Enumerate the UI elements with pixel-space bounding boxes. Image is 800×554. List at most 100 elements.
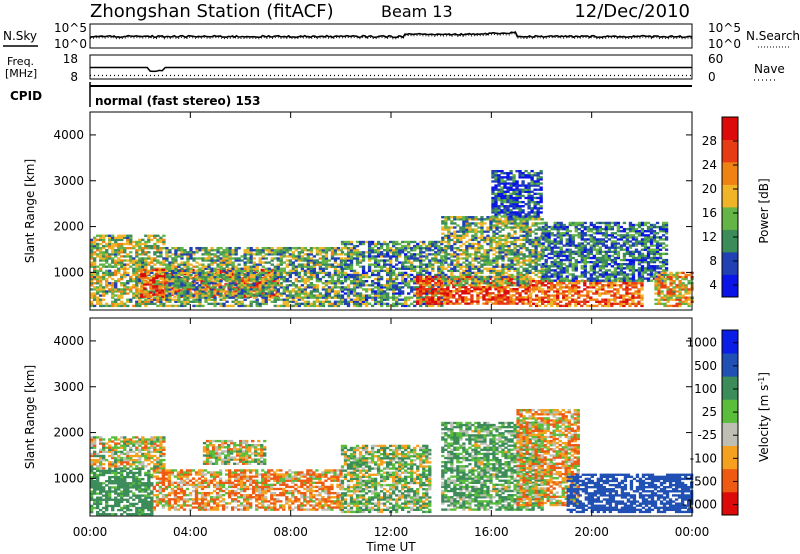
echo-cell [111, 282, 115, 285]
echo-cell [324, 251, 329, 254]
echo-cell [168, 277, 172, 281]
echo-cell [180, 277, 184, 281]
echo-cell [395, 259, 399, 262]
echo-cell [336, 300, 341, 303]
echo-cell [346, 286, 351, 289]
echo-cell [370, 279, 375, 283]
echo-cell [477, 226, 481, 229]
echo-cell [530, 215, 534, 218]
echo-cell [583, 282, 587, 285]
echo-cell [470, 290, 474, 293]
echo-cell [447, 218, 451, 221]
echo-cell [273, 269, 277, 273]
echo-cell [497, 192, 501, 196]
echo-cell [413, 244, 417, 248]
echo-cell [123, 286, 127, 289]
echo-cell [141, 261, 145, 264]
echo-cell [99, 246, 103, 250]
echo-cell [385, 282, 390, 285]
echo-cell [315, 284, 320, 287]
echo-cell [456, 269, 460, 273]
echo-cell [249, 304, 253, 308]
echo-cell [258, 275, 262, 279]
echo-cell [258, 304, 262, 308]
echo-cell [367, 275, 372, 279]
echo-cell [568, 288, 572, 291]
echo-cell [398, 282, 402, 285]
echo-cell [189, 263, 193, 266]
echo-cell [327, 302, 332, 306]
echo-cell [376, 249, 381, 252]
echo-cell [449, 279, 453, 283]
echo-cell [474, 236, 478, 240]
echo-cell [434, 283, 438, 287]
echo-cell [333, 246, 338, 250]
echo-cell [474, 282, 478, 285]
echo-cell [273, 275, 277, 279]
echo-cell [462, 275, 466, 279]
echo-cell [282, 292, 286, 295]
echo-cell [640, 294, 644, 297]
echo-cell [601, 292, 605, 295]
echo-cell [361, 242, 366, 246]
echo-cell [537, 226, 541, 229]
echo-cell [510, 275, 514, 279]
echo-cell [437, 292, 441, 295]
echo-cell [428, 304, 432, 308]
echo-cell [456, 236, 460, 240]
echo-cell [477, 242, 481, 246]
echo-cell [437, 290, 441, 293]
echo-cell [252, 277, 256, 281]
echo-cell [180, 253, 184, 256]
echo-cell [503, 298, 507, 301]
echo-cell [288, 275, 292, 279]
echo-cell [536, 202, 540, 206]
echo-cell [494, 188, 498, 191]
echo-cell [480, 253, 484, 256]
echo-cell [500, 205, 504, 208]
echo-cell [201, 265, 205, 268]
echo-cell [530, 196, 534, 200]
echo-cell [521, 205, 525, 208]
echo-cell [156, 279, 160, 283]
echo-cell [401, 298, 405, 301]
echo-cell [204, 292, 208, 295]
echo-cell [246, 286, 250, 289]
echo-cell [541, 252, 545, 256]
echo-cell [494, 302, 498, 305]
echo-cell [186, 275, 190, 279]
echo-cell [358, 261, 363, 264]
echo-cell [219, 288, 223, 291]
echo-cell [210, 246, 214, 250]
echo-cell [533, 207, 537, 210]
echo-cell [544, 254, 548, 258]
echo-cell [500, 194, 504, 198]
echo-cell [373, 269, 378, 273]
echo-cell [491, 186, 495, 189]
echo-cell [440, 294, 444, 297]
echo-cell [515, 190, 519, 193]
echo-cell [462, 251, 466, 254]
echo-cell [146, 283, 150, 286]
echo-cell [443, 292, 447, 295]
echo-cell [135, 296, 139, 299]
echo-cell [419, 273, 423, 277]
echo-cell [500, 302, 504, 305]
echo-cell [114, 302, 118, 306]
echo-cell [525, 238, 529, 242]
echo-cell [492, 265, 496, 268]
echo-cell [392, 290, 396, 293]
echo-cell [522, 228, 526, 231]
echo-cell [222, 302, 226, 306]
echo-cell [550, 256, 554, 260]
echo-cell [416, 292, 420, 295]
echo-cell [186, 302, 190, 306]
echo-cell [204, 249, 208, 252]
echo-cell [518, 188, 522, 191]
echo-cell [346, 284, 351, 287]
echo-cell [367, 249, 372, 252]
echo-cell [358, 259, 363, 262]
echo-cell [273, 277, 277, 281]
echo-cell [559, 282, 563, 285]
echo-cell [204, 279, 208, 283]
